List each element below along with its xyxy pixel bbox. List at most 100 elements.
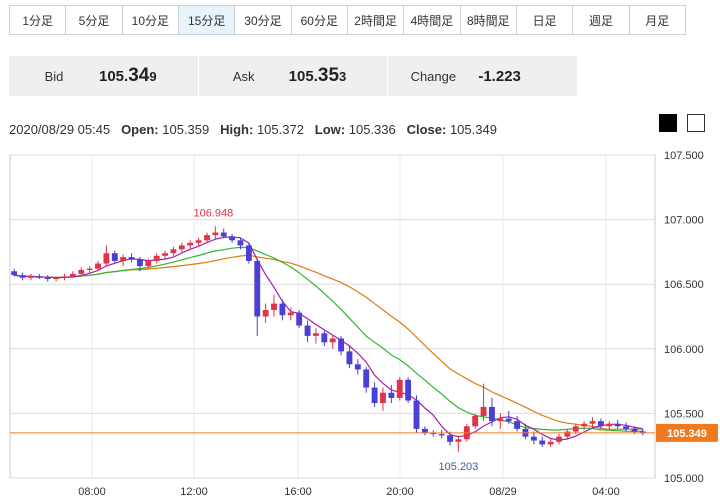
candle-body: [204, 235, 210, 241]
candle-body: [489, 406, 495, 422]
tab-timeframe-7[interactable]: 2時間足: [348, 6, 405, 34]
bid-cell: Bid 105.349: [9, 56, 199, 96]
candle-body: [572, 426, 579, 432]
candle-body: [380, 392, 386, 404]
candle-body: [472, 415, 479, 427]
candle-body: [346, 351, 353, 365]
candle-body: [597, 421, 604, 427]
candle-body: [120, 257, 127, 261]
candle-body: [254, 260, 261, 317]
change-cell: Change -1.223: [388, 56, 577, 96]
candle-body: [111, 253, 118, 261]
tab-timeframe-10[interactable]: 日足: [517, 6, 574, 34]
y-tick-label: 106.500: [664, 279, 704, 291]
candle-body: [195, 240, 202, 243]
y-tick-label: 106.000: [664, 344, 704, 356]
candle-body: [455, 439, 462, 442]
bid-label: Bid: [44, 68, 64, 84]
tab-timeframe-1[interactable]: 1分足: [10, 6, 67, 34]
candle-body: [338, 338, 345, 352]
y-tick-label: 107.500: [664, 150, 704, 162]
candle-body: [312, 333, 319, 336]
candle-body: [505, 418, 512, 422]
candle-body: [321, 333, 328, 343]
candle-body: [53, 277, 60, 280]
current-price-badge: [656, 423, 718, 442]
light-theme-button[interactable]: [687, 114, 705, 132]
dark-theme-button[interactable]: [659, 114, 677, 132]
ma-mid-line: [14, 246, 643, 433]
tab-timeframe-3[interactable]: 10分足: [123, 6, 179, 34]
plot-area: [9, 154, 656, 479]
candle-body: [296, 312, 303, 326]
tab-timeframe-5[interactable]: 30分足: [235, 6, 292, 34]
candle-body: [363, 369, 370, 388]
candle-body: [103, 253, 110, 264]
current-price-label: 105.349: [667, 428, 707, 440]
candle-body: [245, 245, 252, 261]
candle-body: [287, 312, 294, 316]
change-label: Change: [410, 68, 457, 84]
candle-body: [405, 379, 412, 401]
high-value: 105.372: [256, 122, 304, 137]
low-annotation: 105.203: [439, 461, 479, 473]
ma-short-line: [14, 236, 643, 441]
tab-timeframe-4[interactable]: 15分足: [178, 6, 236, 34]
close-label: Close:: [406, 122, 447, 137]
candle-body: [170, 249, 177, 254]
candle-body: [279, 303, 286, 316]
y-tick-label: 105.000: [664, 473, 704, 485]
candle-body: [547, 441, 554, 445]
candle-body: [480, 406, 487, 416]
open-label: Open:: [121, 122, 159, 137]
candle-body: [413, 400, 420, 429]
candle-body: [178, 245, 185, 250]
candle-body: [69, 273, 76, 277]
open-value: 105.359: [162, 122, 210, 137]
candle-body: [187, 242, 194, 246]
tab-timeframe-2[interactable]: 5分足: [66, 6, 123, 34]
x-tick-label: 04:00: [592, 486, 620, 498]
candle-body: [530, 436, 537, 441]
candle-body: [212, 232, 219, 236]
candle-body: [229, 236, 236, 241]
x-tick-label: 08/29: [489, 486, 517, 498]
candle-body: [78, 269, 85, 274]
candle-body: [539, 440, 546, 445]
tab-timeframe-9[interactable]: 8時間足: [461, 6, 517, 34]
timeframe-tabs: 1分足 5分足 10分足 15分足 30分足 60分足 2時間足 4時間足 8時間足 日足 週足 月足: [9, 5, 686, 35]
candle-body: [128, 257, 135, 260]
candle-body: [438, 434, 445, 436]
candle-body: [28, 276, 34, 278]
candle-body: [639, 431, 646, 433]
candle-body: [44, 277, 51, 280]
candle-body: [497, 418, 504, 422]
y-tick-label: 105.500: [664, 408, 704, 420]
candle-body: [329, 338, 336, 343]
candle-body: [162, 253, 168, 256]
candle-body: [589, 421, 596, 424]
ohlc-readout: 2020/08/29 05:45 Open: 105.359 High: 105…: [9, 122, 497, 137]
candle-body: [623, 426, 629, 429]
candle-body: [430, 432, 437, 435]
candle-body: [421, 428, 428, 433]
tab-timeframe-11[interactable]: 週足: [573, 6, 630, 34]
ohlc-datetime: 2020/08/29 05:45: [9, 122, 111, 137]
x-tick-label: 08:00: [78, 486, 106, 498]
ask-cell: Ask 105.353: [199, 56, 389, 96]
tab-timeframe-8[interactable]: 4時間足: [404, 6, 461, 34]
tab-timeframe-12[interactable]: 月足: [645, 13, 670, 28]
candle-body: [262, 310, 269, 317]
candle-body: [271, 303, 277, 311]
low-label: Low:: [314, 122, 346, 137]
candle-body: [447, 435, 453, 442]
change-value: -1.223: [478, 67, 521, 85]
close-value: 105.349: [449, 122, 497, 137]
x-tick-label: 16:00: [284, 486, 312, 498]
tab-timeframe-6[interactable]: 60分足: [292, 6, 348, 34]
bid-value: 105.349: [99, 65, 157, 86]
x-tick-label: 12:00: [180, 486, 208, 498]
candle-body: [153, 255, 160, 261]
high-annotation: 106.948: [193, 207, 233, 219]
